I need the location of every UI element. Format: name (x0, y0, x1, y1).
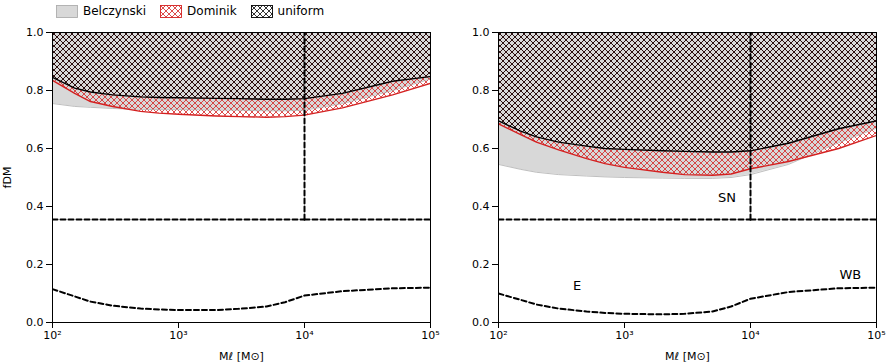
svg-text:10²: 10² (43, 329, 61, 342)
svg-text:0.8: 0.8 (26, 84, 44, 97)
svg-text:E: E (573, 278, 581, 293)
svg-text:Mℓ [M⊙]: Mℓ [M⊙] (219, 350, 264, 362)
svg-text:1.0: 1.0 (26, 26, 44, 39)
svg-text:0.4: 0.4 (472, 200, 490, 213)
svg-text:0.4: 0.4 (26, 200, 44, 213)
html-text:uniform: uniform (277, 4, 325, 18)
html-text:Dominik: Dominik (187, 4, 237, 18)
svg-text:10⁵: 10⁵ (867, 329, 885, 342)
svg-text:0.2: 0.2 (472, 258, 490, 271)
svg-text:1.0: 1.0 (472, 26, 490, 39)
svg-text:10⁵: 10⁵ (421, 329, 439, 342)
html-text:Belczynski: Belczynski (83, 4, 147, 18)
svg-text:10²: 10² (489, 329, 507, 342)
svg-text:WB: WB (839, 267, 861, 282)
svg-text:10³: 10³ (169, 329, 187, 342)
svg-text:10⁴: 10⁴ (741, 329, 760, 342)
svg-text:0.2: 0.2 (26, 258, 44, 271)
svg-text:SN: SN (718, 190, 736, 205)
svg-text:0.0: 0.0 (26, 316, 44, 329)
svg-text:0.6: 0.6 (472, 142, 490, 155)
svg-text:0.6: 0.6 (26, 142, 44, 155)
svg-text:0.0: 0.0 (472, 316, 490, 329)
svg-text:10³: 10³ (615, 329, 633, 342)
svg-text:fDM: fDM (1, 167, 14, 189)
svg-text:Mℓ [M⊙]: Mℓ [M⊙] (665, 350, 710, 362)
svg-text:10⁴: 10⁴ (295, 329, 314, 342)
svg-text:0.8: 0.8 (472, 84, 490, 97)
